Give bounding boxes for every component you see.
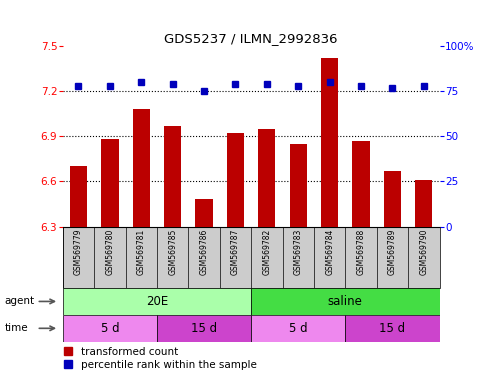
Bar xyxy=(101,139,118,227)
Text: saline: saline xyxy=(328,295,363,308)
Bar xyxy=(384,171,401,227)
Text: GSM569781: GSM569781 xyxy=(137,228,146,275)
Text: time: time xyxy=(5,323,28,333)
Bar xyxy=(63,288,251,315)
Text: 15 d: 15 d xyxy=(191,322,217,335)
Text: GSM569787: GSM569787 xyxy=(231,228,240,275)
Text: GSM569784: GSM569784 xyxy=(325,228,334,275)
Bar xyxy=(164,126,181,227)
Bar xyxy=(258,129,275,227)
Bar xyxy=(196,199,213,227)
Text: 5 d: 5 d xyxy=(100,322,119,335)
Text: 5 d: 5 d xyxy=(289,322,308,335)
Text: GSM569790: GSM569790 xyxy=(419,228,428,275)
Text: agent: agent xyxy=(5,296,35,306)
Bar xyxy=(353,141,369,227)
Text: GSM569782: GSM569782 xyxy=(262,228,271,275)
Title: GDS5237 / ILMN_2992836: GDS5237 / ILMN_2992836 xyxy=(164,32,338,45)
Text: GSM569779: GSM569779 xyxy=(74,228,83,275)
Bar xyxy=(415,180,432,227)
Bar xyxy=(133,109,150,227)
Bar xyxy=(290,144,307,227)
Bar xyxy=(157,315,251,342)
Bar xyxy=(251,288,440,315)
Text: GSM569789: GSM569789 xyxy=(388,228,397,275)
Text: GSM569783: GSM569783 xyxy=(294,228,303,275)
Bar xyxy=(70,166,87,227)
Text: GSM569788: GSM569788 xyxy=(356,228,366,275)
Bar xyxy=(63,315,157,342)
Text: GSM569780: GSM569780 xyxy=(105,228,114,275)
Text: 15 d: 15 d xyxy=(379,322,406,335)
Bar xyxy=(227,133,244,227)
Text: GSM569786: GSM569786 xyxy=(199,228,209,275)
Text: GSM569785: GSM569785 xyxy=(168,228,177,275)
Bar xyxy=(251,315,345,342)
Legend: transformed count, percentile rank within the sample: transformed count, percentile rank withi… xyxy=(64,347,256,370)
Bar xyxy=(321,58,338,227)
Bar xyxy=(345,315,440,342)
Text: 20E: 20E xyxy=(146,295,168,308)
